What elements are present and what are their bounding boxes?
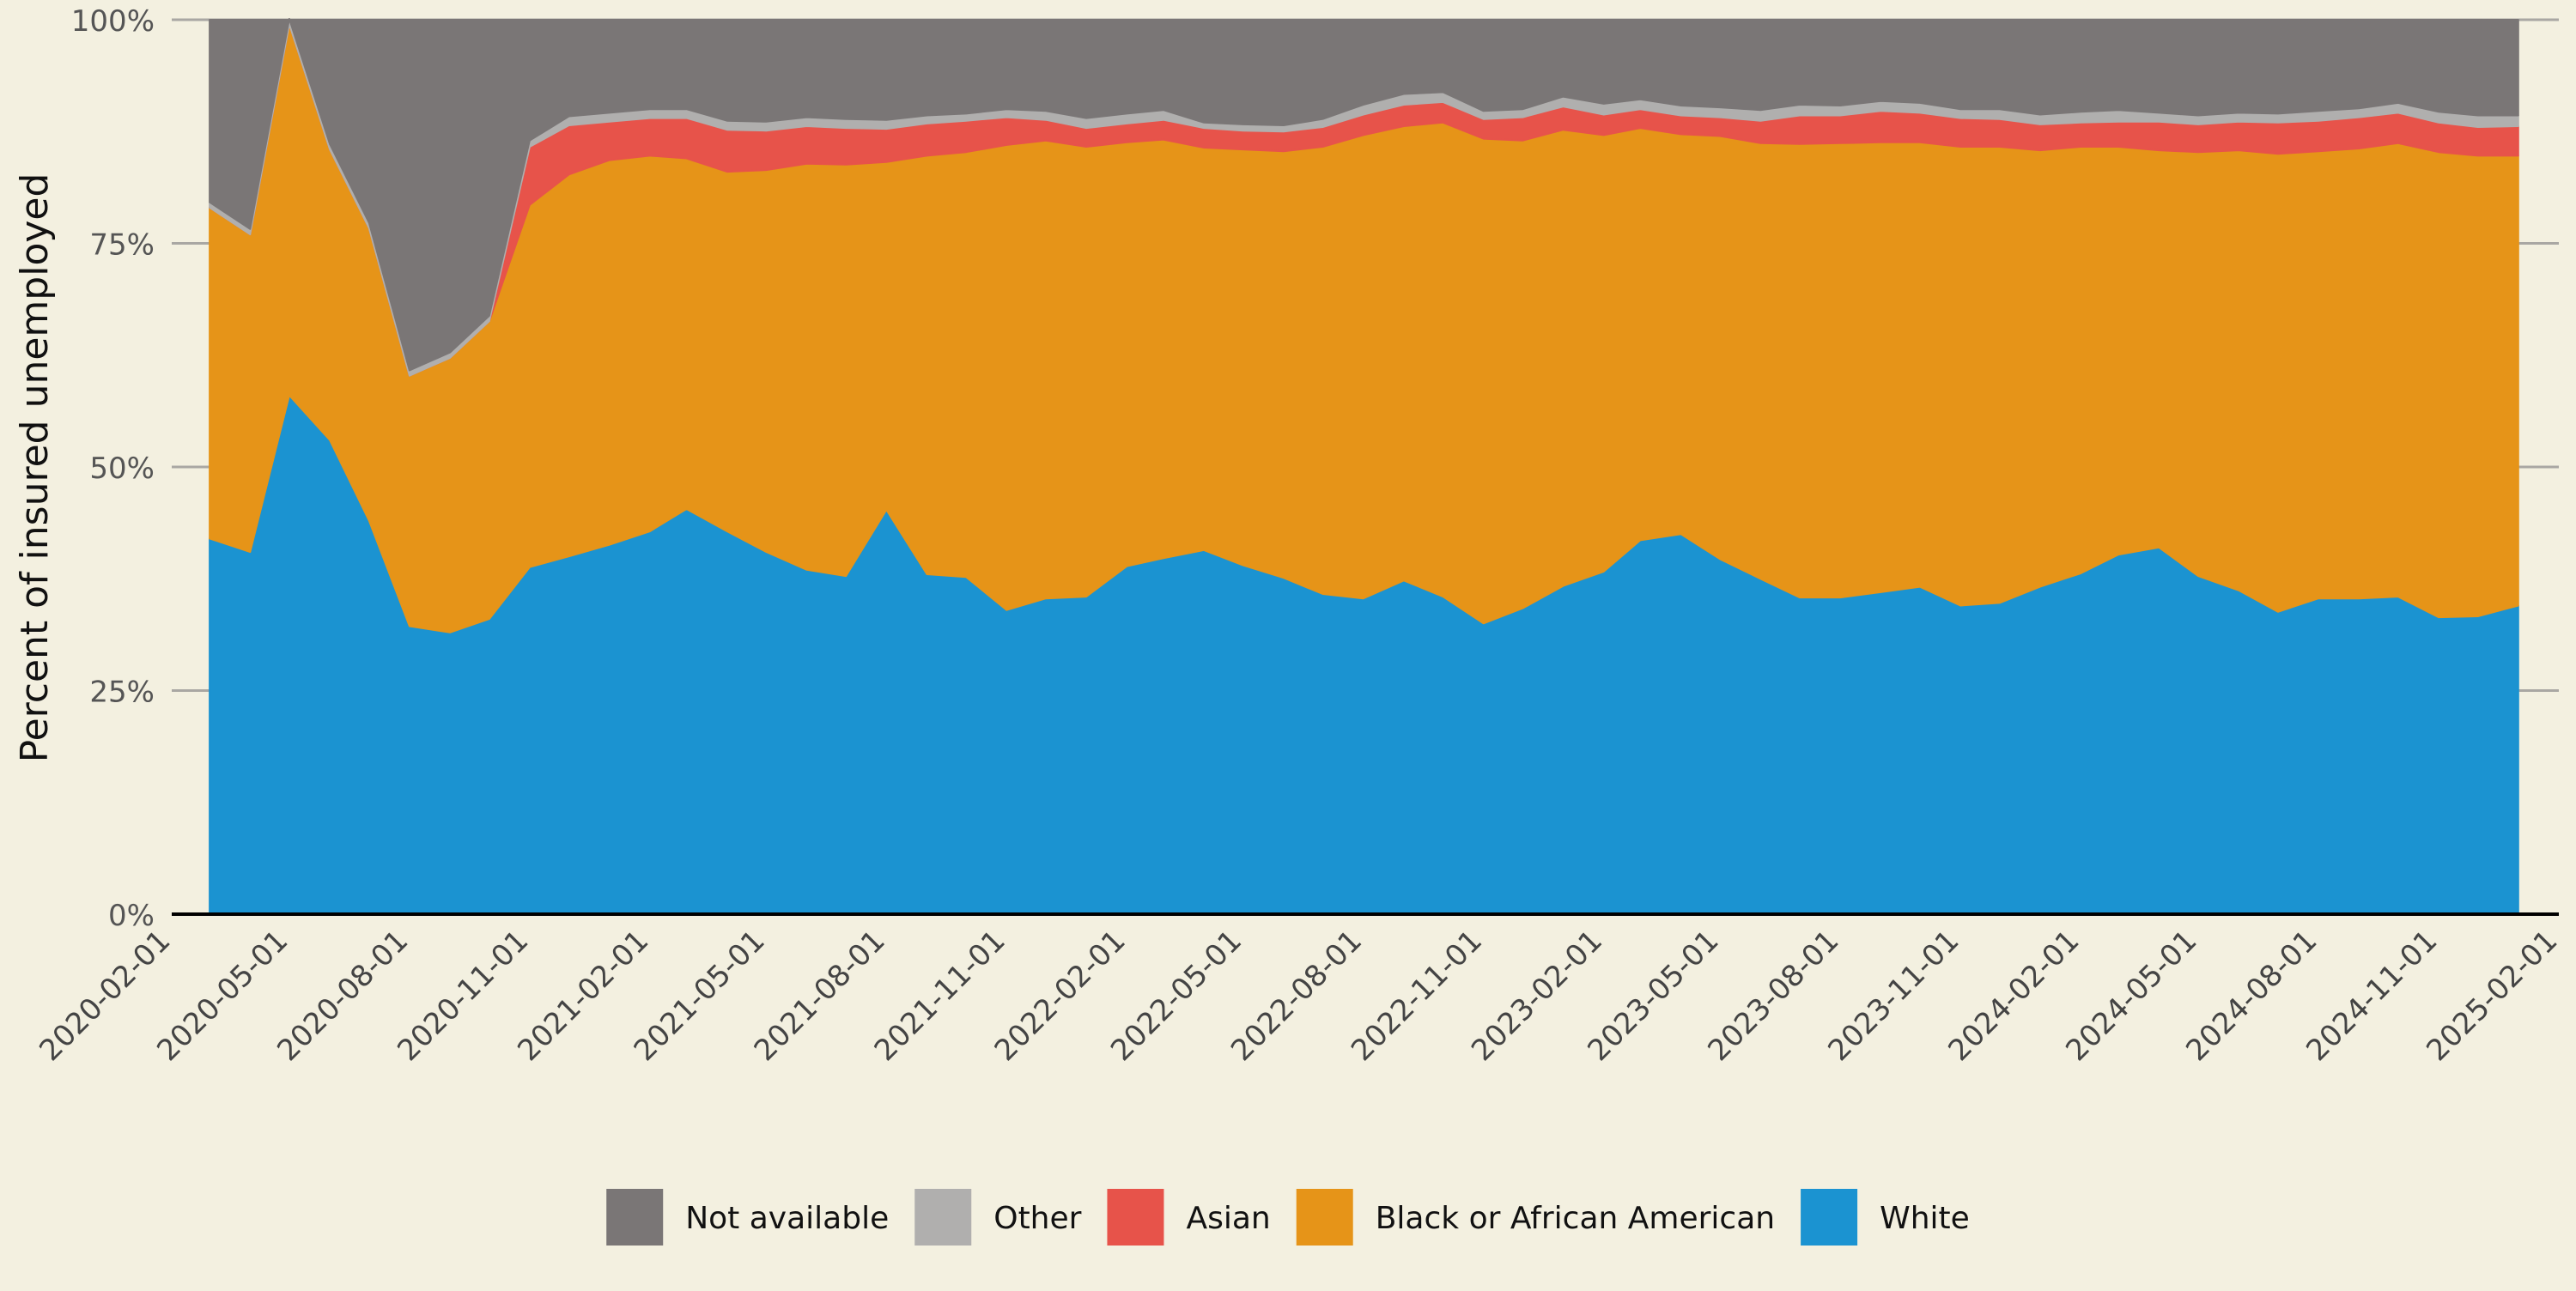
- legend-label-not-available: Not available: [685, 1201, 889, 1236]
- legend-label-black-or-african-american: Black or African American: [1376, 1201, 1775, 1236]
- legend-swatch-black-or-african-american: [1296, 1189, 1353, 1246]
- legend: Not available Other Asian Black or African …: [606, 1189, 1970, 1246]
- x-axis-tick-labels: 2020-02-012020-05-012020-08-012020-11-01…: [33, 924, 2564, 1068]
- legend-label-other: Other: [993, 1201, 1081, 1236]
- legend-swatch-white: [1801, 1189, 1858, 1246]
- x-tick-label: 2025-02-01: [2420, 924, 2564, 1068]
- y-tick-label: 50%: [89, 452, 155, 486]
- y-tick-label: 25%: [89, 676, 155, 710]
- y-axis-tick-labels: 0% 25% 50% 75% 100%: [71, 4, 155, 933]
- y-tick-label: 0%: [108, 899, 155, 933]
- area-not-available: [209, 18, 2519, 372]
- area-series: [209, 18, 2519, 915]
- legend-swatch-not-available: [606, 1189, 664, 1246]
- y-tick-label: 75%: [89, 228, 155, 263]
- y-tick-label: 100%: [71, 4, 155, 39]
- legend-label-white: White: [1880, 1201, 1970, 1236]
- legend-swatch-other: [914, 1189, 972, 1246]
- legend-label-asian: Asian: [1186, 1201, 1270, 1236]
- y-axis-label: Percent of insured unemployed: [13, 173, 57, 763]
- legend-swatch-asian: [1107, 1189, 1164, 1246]
